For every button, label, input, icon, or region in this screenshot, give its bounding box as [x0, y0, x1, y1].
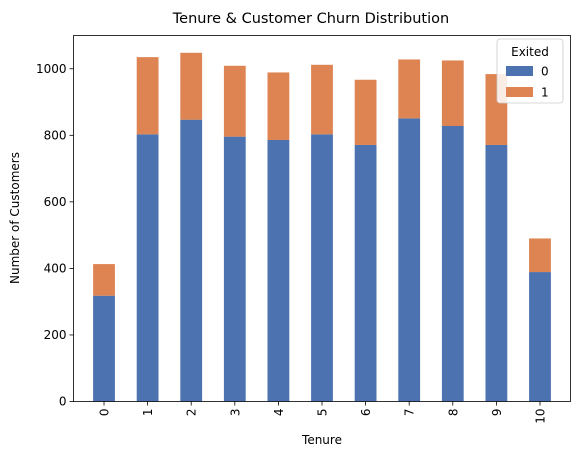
bar-tenure-8-exited-1 [441, 60, 464, 127]
bar-tenure-10-exited-1 [529, 238, 551, 273]
bar-tenure-5-exited-1 [311, 64, 333, 135]
bar-tenure-4-exited-1 [267, 72, 290, 140]
legend-swatch-0 [506, 66, 533, 76]
bar-tenure-9-exited-0 [485, 144, 508, 402]
bar-tenure-10-exited-0 [529, 272, 551, 402]
bar-tenure-2-exited-1 [180, 52, 203, 120]
y-tick-label: 200 [44, 328, 67, 342]
y-tick-label: 400 [44, 261, 67, 275]
x-tick-label: 10 [533, 409, 547, 424]
x-tick-label: 3 [228, 409, 242, 417]
bar-tenure-6-exited-1 [354, 79, 377, 145]
x-axis-ticks: 0 1 2 3 4 5 6 7 8 9 10 [98, 401, 547, 424]
bar-tenure-5-exited-0 [311, 134, 333, 402]
bars-layer [93, 52, 551, 402]
x-tick-label: 0 [98, 409, 112, 417]
y-axis-ticks: 0 200 400 600 800 1000 [36, 62, 74, 409]
y-axis-label: Number of Customers [8, 152, 22, 284]
x-tick-label: 2 [185, 409, 199, 417]
legend-swatch-1 [506, 87, 533, 97]
bar-tenure-0-exited-1 [93, 264, 115, 296]
legend-title: Exited [511, 45, 549, 59]
y-tick-label: 0 [59, 395, 67, 409]
bar-tenure-3-exited-0 [223, 136, 246, 402]
x-tick-label: 1 [141, 409, 155, 417]
bar-tenure-7-exited-0 [398, 118, 421, 402]
bar-tenure-0-exited-0 [93, 295, 115, 402]
bar-tenure-2-exited-0 [180, 119, 203, 402]
bar-tenure-7-exited-1 [398, 59, 421, 119]
bar-tenure-6-exited-0 [354, 144, 377, 402]
x-tick-label: 6 [359, 409, 373, 417]
y-tick-label: 1000 [36, 62, 67, 76]
legend-label-0: 0 [541, 65, 549, 79]
x-tick-label: 4 [272, 409, 286, 417]
bar-tenure-3-exited-1 [223, 65, 246, 137]
legend: Exited 0 1 [496, 38, 564, 104]
y-tick-label: 800 [44, 128, 67, 142]
bar-tenure-4-exited-0 [267, 139, 290, 402]
bar-tenure-1-exited-1 [136, 57, 159, 135]
bar-tenure-1-exited-0 [136, 134, 159, 402]
x-tick-label: 8 [446, 409, 460, 417]
legend-label-1: 1 [541, 86, 549, 100]
plot-frame [73, 35, 571, 402]
x-axis-label: Tenure [301, 433, 342, 447]
y-tick-label: 600 [44, 195, 67, 209]
chart-title: Tenure & Customer Churn Distribution [172, 11, 449, 27]
bar-tenure-8-exited-0 [441, 126, 464, 402]
x-tick-label: 9 [490, 409, 504, 417]
x-tick-label: 7 [403, 409, 417, 417]
x-tick-label: 5 [316, 409, 330, 417]
